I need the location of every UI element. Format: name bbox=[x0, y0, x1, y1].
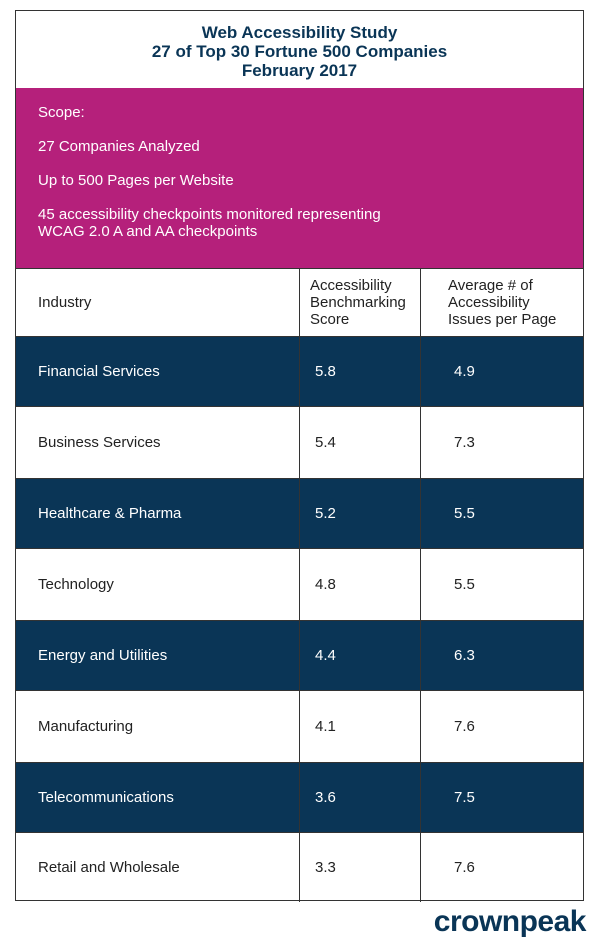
table-row: Manufacturing 4.1 7.6 bbox=[16, 690, 583, 762]
table-row: Business Services 5.4 7.3 bbox=[16, 406, 583, 478]
table-cell: 5.8 bbox=[299, 337, 420, 406]
header-line: Accessibility bbox=[310, 277, 392, 294]
table-row: Retail and Wholesale 3.3 7.6 bbox=[16, 832, 583, 902]
scope-item: 27 Companies Analyzed bbox=[38, 138, 583, 155]
table-row: Healthcare & Pharma 5.2 5.5 bbox=[16, 478, 583, 548]
table-cell: Technology bbox=[38, 576, 114, 593]
header-line: Benchmarking bbox=[310, 294, 406, 311]
header-text: Average # of Accessibility Issues per Page bbox=[448, 277, 556, 328]
table-cell: 3.3 bbox=[299, 833, 420, 902]
table-cell: 7.5 bbox=[420, 763, 583, 832]
logo: crownpeak bbox=[433, 905, 587, 938]
title-line: February 2017 bbox=[241, 61, 358, 80]
scope-line: 45 accessibility checkpoints monitored r… bbox=[38, 206, 381, 223]
table-cell: Manufacturing bbox=[38, 718, 134, 735]
table-cell: Healthcare & Pharma bbox=[38, 505, 182, 522]
header-cell: Industry bbox=[16, 269, 299, 336]
table-cell: 4.9 bbox=[420, 337, 583, 406]
table-cell: 3.6 bbox=[299, 763, 420, 832]
scope-item: 45 accessibility checkpoints monitored r… bbox=[38, 206, 583, 240]
table-cell: Energy and Utilities bbox=[38, 647, 168, 664]
title: Web Accessibility Study 27 of Top 30 Fort… bbox=[16, 11, 583, 88]
table-cell: 4.8 bbox=[299, 549, 420, 620]
table-cell: Retail and Wholesale bbox=[38, 859, 180, 876]
header-line: Issues per Page bbox=[448, 311, 557, 328]
header-text: Accessibility Benchmarking Score bbox=[310, 277, 406, 328]
table-row: Energy and Utilities 4.4 6.3 bbox=[16, 620, 583, 690]
header-row: Industry Accessibility Benchmarking Score Av… bbox=[16, 268, 583, 336]
header-line: Industry bbox=[38, 294, 92, 311]
header-cell: Accessibility Benchmarking Score bbox=[299, 269, 420, 336]
title-line: Web Accessibility Study bbox=[201, 23, 398, 42]
table-cell: 5.4 bbox=[299, 407, 420, 478]
table-cell: 4.1 bbox=[299, 691, 420, 762]
scope-heading: Scope: bbox=[38, 104, 85, 121]
scope-item: Up to 500 Pages per Website bbox=[38, 172, 583, 189]
header-line: Accessibility bbox=[448, 294, 530, 311]
header-line: Score bbox=[310, 311, 350, 328]
table-cell: 5.5 bbox=[420, 479, 583, 548]
table-cell: 5.2 bbox=[299, 479, 420, 548]
table-cell: 5.5 bbox=[420, 549, 583, 620]
header-cell: Average # of Accessibility Issues per Page bbox=[420, 269, 583, 336]
table-cell: 4.4 bbox=[299, 621, 420, 690]
scope-line: Up to 500 Pages per Website bbox=[38, 172, 234, 189]
table-cell: 7.6 bbox=[420, 691, 583, 762]
table-row: Technology 4.8 5.5 bbox=[16, 548, 583, 620]
header-text: Industry bbox=[38, 294, 91, 311]
table-cell: Business Services bbox=[38, 434, 161, 451]
table-cell: Financial Services bbox=[38, 363, 160, 380]
table-row: Telecommunications 3.6 7.5 bbox=[16, 762, 583, 832]
table-cell: 7.6 bbox=[420, 833, 583, 902]
scope-panel: Scope: 27 Companies Analyzed Up to 500 Pag… bbox=[16, 88, 583, 268]
table-row: Financial Services 5.8 4.9 bbox=[16, 336, 583, 406]
table-cell: 7.3 bbox=[420, 407, 583, 478]
title-line: 27 of Top 30 Fortune 500 Companies bbox=[151, 42, 448, 61]
table-cell: 6.3 bbox=[420, 621, 583, 690]
table-cell: Telecommunications bbox=[38, 789, 174, 806]
scope-line: 27 Companies Analyzed bbox=[38, 138, 200, 155]
header-line: Average # of bbox=[448, 277, 533, 294]
scope-line: WCAG 2.0 A and AA checkpoints bbox=[38, 223, 258, 240]
